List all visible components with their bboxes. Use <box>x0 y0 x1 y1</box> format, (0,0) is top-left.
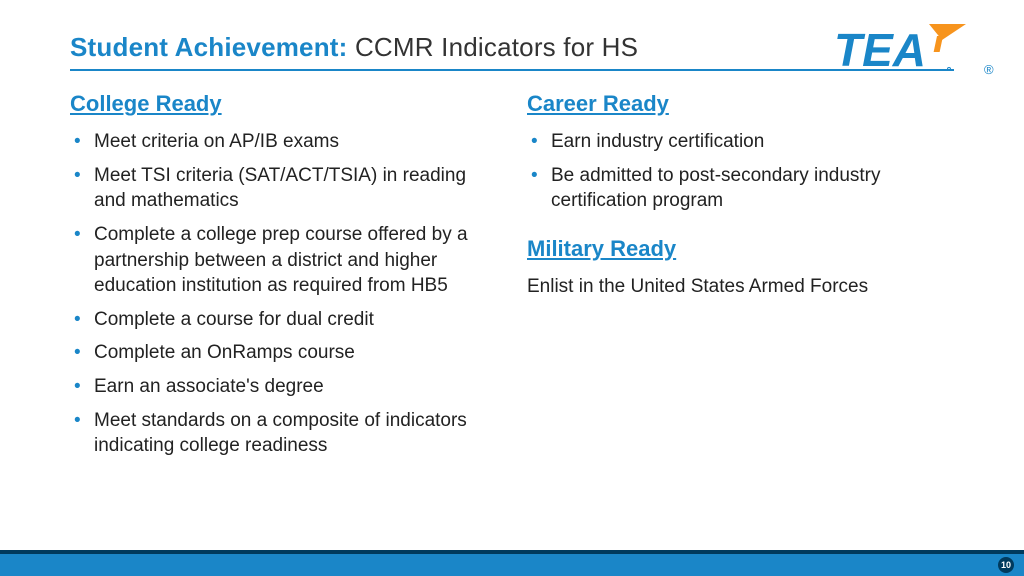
college-ready-list: Meet criteria on AP/IB exams Meet TSI cr… <box>70 129 497 459</box>
title-rest: CCMR Indicators for HS <box>348 32 639 62</box>
list-item: Earn industry certification <box>527 129 954 155</box>
slide: Student Achievement: CCMR Indicators for… <box>0 0 1024 576</box>
military-ready-text: Enlist in the United States Armed Forces <box>527 274 954 300</box>
list-item: Earn an associate's degree <box>70 374 497 400</box>
tea-logo: TEA ® <box>834 22 994 77</box>
right-column: Career Ready Earn industry certification… <box>527 91 954 467</box>
footer-bar: 10 <box>0 550 1024 576</box>
svg-text:TEA: TEA <box>834 24 926 76</box>
list-item: Complete an OnRamps course <box>70 340 497 366</box>
military-ready-heading: Military Ready <box>527 236 954 262</box>
left-column: College Ready Meet criteria on AP/IB exa… <box>70 91 497 467</box>
list-item: Be admitted to post-secondary industry c… <box>527 163 954 214</box>
svg-text:®: ® <box>984 62 994 77</box>
title-bold: Student Achievement: <box>70 32 348 62</box>
list-item: Complete a college prep course offered b… <box>70 222 497 299</box>
career-ready-heading: Career Ready <box>527 91 954 117</box>
list-item: Meet criteria on AP/IB exams <box>70 129 497 155</box>
content-columns: College Ready Meet criteria on AP/IB exa… <box>70 91 954 467</box>
list-item: Complete a course for dual credit <box>70 307 497 333</box>
footer-main-stripe: 10 <box>0 554 1024 576</box>
list-item: Meet TSI criteria (SAT/ACT/TSIA) in read… <box>70 163 497 214</box>
slide-title: Student Achievement: CCMR Indicators for… <box>70 32 638 63</box>
career-ready-list: Earn industry certification Be admitted … <box>527 129 954 214</box>
page-number-badge: 10 <box>998 557 1014 573</box>
header-row: Student Achievement: CCMR Indicators for… <box>70 32 954 71</box>
college-ready-heading: College Ready <box>70 91 497 117</box>
list-item: Meet standards on a composite of indicat… <box>70 408 497 459</box>
